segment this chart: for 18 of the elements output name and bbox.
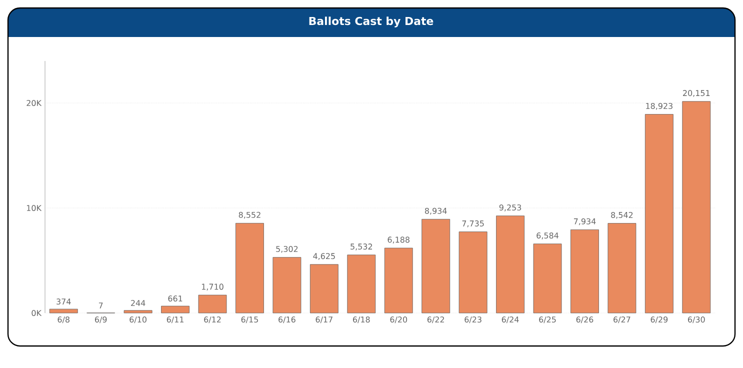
bar bbox=[458, 232, 488, 314]
bar bbox=[310, 264, 338, 314]
bar bbox=[124, 310, 152, 314]
bar bbox=[570, 229, 599, 314]
bar bbox=[533, 244, 562, 314]
bar bbox=[682, 101, 711, 314]
chart-title: Ballots Cast by Date bbox=[309, 16, 434, 28]
bar bbox=[644, 114, 674, 314]
bar bbox=[272, 257, 302, 314]
bar bbox=[422, 218, 450, 314]
bar bbox=[384, 248, 413, 314]
bar bbox=[608, 223, 636, 314]
bar bbox=[49, 308, 78, 314]
bar bbox=[347, 254, 376, 314]
bar bbox=[236, 223, 264, 314]
bar bbox=[198, 294, 227, 314]
bar bbox=[496, 216, 524, 314]
bar bbox=[161, 306, 190, 314]
